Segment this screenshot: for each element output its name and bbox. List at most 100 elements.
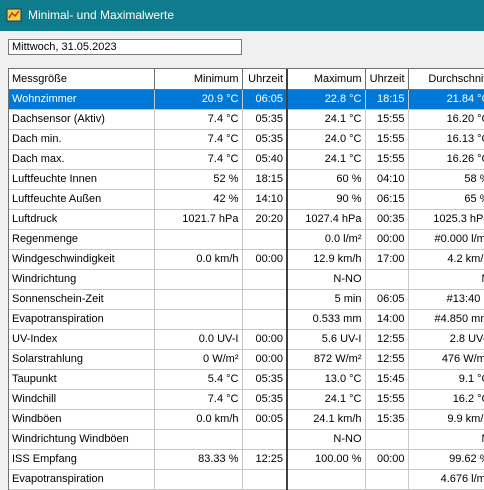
cell-measure: Windrichtung xyxy=(9,269,155,290)
cell-measure: Windchill xyxy=(9,389,155,410)
cell-average: 2.8 UV-I xyxy=(408,329,484,350)
cell-maximum xyxy=(287,469,366,490)
column-header-max-time[interactable]: Uhrzeit xyxy=(365,69,409,90)
cell-average: 1025.3 hPa xyxy=(408,209,484,230)
table-row[interactable]: Luftdruck 1021.7 hPa 20:20 1027.4 hPa 00:35 1… xyxy=(9,209,484,230)
cell-minimum: 7.4 °C xyxy=(154,109,243,130)
cell-minimum: 0.0 UV-I xyxy=(154,329,243,350)
cell-minimum: 52 % xyxy=(154,169,243,190)
table-row[interactable]: Regenmenge 0.0 l/m² 00:00 #0.000 l/m² xyxy=(9,229,484,250)
table-header-row: Messgröße Minimum Uhrzeit Maximum Uhrzei… xyxy=(9,69,484,90)
column-header-average[interactable]: Durchschnitt xyxy=(408,69,484,90)
cell-minimum: 7.4 °C xyxy=(154,149,243,170)
window-title: Minimal- und Maximalwerte xyxy=(28,8,175,22)
table-row[interactable]: Dachsensor (Aktiv) 7.4 °C 05:35 24.1 °C 15:5… xyxy=(9,109,484,130)
cell-average: 16.13 °C xyxy=(408,129,484,150)
cell-measure: ISS Empfang xyxy=(9,449,155,470)
cell-minimum: 5.4 °C xyxy=(154,369,243,390)
cell-minimum xyxy=(154,309,243,330)
cell-max-time: 00:00 xyxy=(365,449,409,470)
cell-min-time xyxy=(242,429,288,450)
column-header-minimum[interactable]: Minimum xyxy=(154,69,243,90)
cell-measure: Windböen xyxy=(9,409,155,430)
table-row[interactable]: Solarstrahlung 0 W/m² 00:00 872 W/m² 12:55 47… xyxy=(9,349,484,370)
cell-min-time: 00:00 xyxy=(242,249,288,270)
cell-maximum: 60 % xyxy=(287,169,366,190)
cell-min-time: 18:15 xyxy=(242,169,288,190)
cell-max-time: 15:35 xyxy=(365,409,409,430)
cell-maximum: 24.1 km/h xyxy=(287,409,366,430)
cell-minimum: 83.33 % xyxy=(154,449,243,470)
cell-min-time: 00:00 xyxy=(242,349,288,370)
cell-min-time: 20:20 xyxy=(242,209,288,230)
cell-max-time: 15:55 xyxy=(365,389,409,410)
title-bar: Minimal- und Maximalwerte xyxy=(0,0,484,31)
cell-max-time: 12:55 xyxy=(365,349,409,370)
cell-max-time: 00:35 xyxy=(365,209,409,230)
cell-measure: Evapotranspiration xyxy=(9,469,155,490)
cell-maximum: 12.9 km/h xyxy=(287,249,366,270)
cell-min-time: 06:05 xyxy=(242,89,288,110)
cell-min-time: 14:10 xyxy=(242,189,288,210)
cell-max-time: 00:00 xyxy=(365,229,409,250)
cell-maximum: 872 W/m² xyxy=(287,349,366,370)
table-row[interactable]: UV-Index 0.0 UV-I 00:00 5.6 UV-I 12:55 2.8 UV… xyxy=(9,329,484,350)
cell-min-time xyxy=(242,289,288,310)
cell-average: 65 % xyxy=(408,189,484,210)
cell-average: 9.1 °C xyxy=(408,369,484,390)
cell-maximum: 24.1 °C xyxy=(287,109,366,130)
cell-average: #13:40 h xyxy=(408,289,484,310)
cell-maximum: 0.0 l/m² xyxy=(287,229,366,250)
values-table[interactable]: Messgröße Minimum Uhrzeit Maximum Uhrzei… xyxy=(8,68,484,490)
cell-average: 4.676 l/m² xyxy=(408,469,484,490)
cell-measure: Wohnzimmer xyxy=(9,89,155,110)
cell-average: 4.2 km/h xyxy=(408,249,484,270)
cell-min-time: 00:05 xyxy=(242,409,288,430)
table-row[interactable]: ISS Empfang 83.33 % 12:25 100.00 % 00:00 99.6… xyxy=(9,449,484,470)
cell-average: N xyxy=(408,429,484,450)
cell-max-time: 06:15 xyxy=(365,189,409,210)
date-field[interactable]: Mittwoch, 31.05.2023 xyxy=(8,39,242,55)
cell-max-time: 06:05 xyxy=(365,289,409,310)
cell-min-time: 05:35 xyxy=(242,389,288,410)
cell-min-time: 05:35 xyxy=(242,109,288,130)
cell-maximum: 22.8 °C xyxy=(287,89,366,110)
cell-minimum xyxy=(154,269,243,290)
cell-max-time: 14:00 xyxy=(365,309,409,330)
cell-measure: Sonnenschein-Zeit xyxy=(9,289,155,310)
cell-measure: Windrichtung Windböen xyxy=(9,429,155,450)
table-row[interactable]: Evapotranspiration 0.533 mm 14:00 #4.850 mm xyxy=(9,309,484,330)
column-header-maximum[interactable]: Maximum xyxy=(287,69,366,90)
cell-minimum: 7.4 °C xyxy=(154,129,243,150)
cell-max-time xyxy=(365,429,409,450)
cell-measure: Evapotranspiration xyxy=(9,309,155,330)
cell-max-time: 17:00 xyxy=(365,249,409,270)
app-icon xyxy=(6,8,22,22)
cell-min-time xyxy=(242,229,288,250)
cell-average: #0.000 l/m² xyxy=(408,229,484,250)
column-header-measure[interactable]: Messgröße xyxy=(9,69,155,90)
cell-average: 16.20 °C xyxy=(408,109,484,130)
cell-minimum xyxy=(154,229,243,250)
cell-maximum: 24.1 °C xyxy=(287,149,366,170)
column-header-min-time[interactable]: Uhrzeit xyxy=(242,69,288,90)
cell-maximum: 100.00 % xyxy=(287,449,366,470)
cell-minimum: 7.4 °C xyxy=(154,389,243,410)
cell-average: 16.2 °C xyxy=(408,389,484,410)
table-row[interactable]: Wohnzimmer 20.9 °C 06:05 22.8 °C 18:15 21.84 … xyxy=(9,89,484,110)
cell-maximum: 24.1 °C xyxy=(287,389,366,410)
table-row[interactable]: Windgeschwindigkeit 0.0 km/h 00:00 12.9 km/… xyxy=(9,249,484,270)
cell-minimum: 0.0 km/h xyxy=(154,409,243,430)
table-row[interactable]: Evapotranspiration 4.676 l/m² xyxy=(9,469,484,490)
table-row[interactable]: Windrichtung N-NO N xyxy=(9,269,484,290)
table-row[interactable]: Windböen 0.0 km/h 00:05 24.1 km/h 15:35 9.9 k… xyxy=(9,409,484,430)
cell-maximum: 90 % xyxy=(287,189,366,210)
table-row[interactable]: Windrichtung Windböen N-NO N xyxy=(9,429,484,450)
